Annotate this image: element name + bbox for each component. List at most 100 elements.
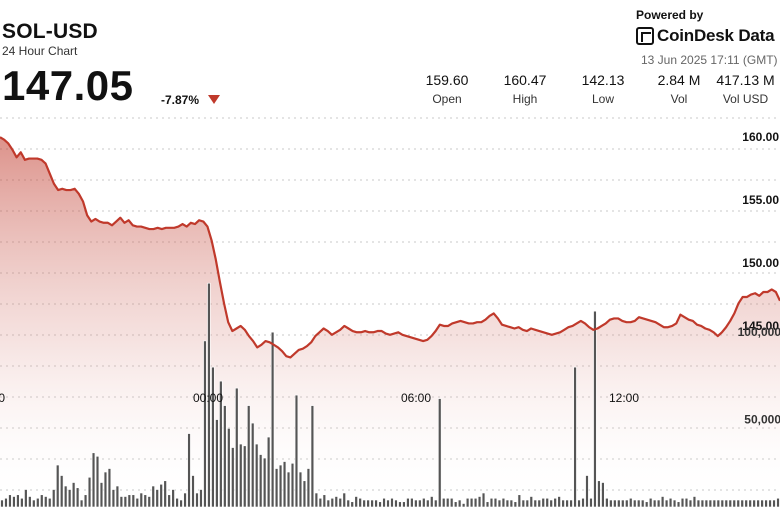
brand-name: CoinDesk Data	[657, 26, 775, 45]
volume-bar	[398, 501, 402, 507]
volume-bar	[0, 499, 4, 507]
volume-bar	[342, 492, 346, 507]
volume-bar	[481, 492, 486, 507]
volume-bar	[601, 482, 605, 507]
volume-bar	[668, 497, 673, 507]
volume-bar	[231, 447, 235, 507]
x-tick-label: 18:00	[0, 391, 5, 405]
volume-bar	[254, 443, 259, 507]
volume-bar	[159, 483, 163, 507]
volume-bar	[251, 422, 255, 507]
volume-bar	[20, 497, 24, 507]
stat-open-value: 159.60	[425, 72, 469, 88]
volume-bar	[95, 455, 100, 507]
volume-bar	[358, 497, 362, 507]
volume-bar	[497, 499, 502, 507]
x-tick-label: 06:00	[401, 391, 431, 405]
volume-bar	[541, 497, 545, 507]
volume-bar	[223, 405, 227, 507]
volume-bar	[203, 340, 207, 507]
volume-bar	[664, 499, 669, 507]
volume-bar	[485, 501, 490, 507]
volume-bar	[613, 499, 617, 507]
volume-bar	[71, 482, 76, 507]
volume-bar	[195, 492, 199, 507]
volume-bar	[155, 489, 159, 507]
volume-bar	[286, 471, 291, 507]
volume-bar	[637, 499, 641, 507]
volume-bar	[314, 492, 319, 507]
volume-bar	[736, 499, 740, 507]
volume-bar	[660, 496, 665, 507]
volume-bar	[644, 501, 649, 507]
volume-bar	[537, 499, 541, 507]
stat-low-label: Low	[591, 92, 614, 106]
volume-bar	[36, 497, 40, 507]
volume-bar	[489, 497, 494, 507]
volume-bar	[278, 464, 283, 507]
volume-bar	[426, 499, 430, 507]
volume-bar	[609, 499, 613, 507]
volume-bar	[338, 497, 342, 507]
volume-bar	[517, 494, 522, 507]
volume-bar	[529, 496, 533, 507]
volume-bar	[577, 499, 581, 507]
volume-bar	[434, 499, 438, 507]
volume-bar	[688, 499, 693, 507]
price-chart[interactable]: 160.00 155.00 150.00 145.00 18:00 00:00 06:00…	[0, 112, 780, 507]
volume-bar	[40, 494, 44, 507]
volume-bar	[382, 497, 386, 507]
price-line	[0, 136, 780, 359]
volume-bar	[28, 496, 32, 507]
volume-bar	[211, 366, 215, 507]
volume-bar	[414, 499, 418, 507]
volume-bar	[453, 501, 458, 507]
volume-bars	[0, 282, 780, 507]
stat-vol-value: 2.84 M	[657, 72, 701, 88]
volume-bar	[533, 499, 537, 507]
volume-bar	[235, 387, 239, 507]
volume-bar	[557, 496, 561, 507]
volume-bar	[406, 497, 410, 507]
volume-bar	[457, 499, 462, 507]
volume-bar	[684, 497, 689, 507]
chart-subtitle: 24 Hour Chart	[2, 44, 78, 58]
volume-bar	[115, 485, 120, 507]
volume-bar	[83, 494, 88, 507]
volume-bar	[390, 497, 394, 507]
volume-bar	[676, 501, 681, 507]
volume-bar	[656, 499, 661, 507]
volume-bar	[509, 499, 514, 507]
volume-bar	[764, 499, 768, 507]
volume-bar	[199, 489, 203, 507]
volume-bar	[366, 499, 370, 507]
volume-bar	[370, 499, 374, 507]
volume-bar	[446, 497, 450, 507]
volume-bar	[59, 475, 64, 507]
volume-bar	[756, 499, 760, 507]
volume-bar	[119, 496, 124, 507]
x-axis: 18:00 00:00 06:00 12:00	[0, 391, 639, 405]
volume-bar	[56, 464, 60, 507]
volume-bar	[131, 494, 136, 507]
volume-bar	[111, 489, 116, 507]
volume-bar	[262, 457, 267, 507]
y-axis: 160.00 155.00 150.00 145.00	[742, 130, 779, 333]
volume-bar	[581, 497, 585, 507]
volume-bar	[99, 482, 104, 507]
volume-bar	[585, 475, 589, 507]
volume-bar	[692, 496, 697, 507]
symbol-title: SOL-USD	[2, 20, 98, 43]
volume-bar	[465, 497, 470, 507]
volume-bar	[422, 497, 426, 507]
volume-bar	[63, 485, 68, 507]
volume-bar	[290, 462, 295, 507]
volume-bar	[298, 471, 303, 507]
volume-bar	[589, 497, 593, 507]
volume-tick-label: 100,000	[738, 325, 780, 339]
volume-bar	[553, 497, 557, 507]
volume-bar	[330, 497, 334, 507]
brand-logo[interactable]: CoinDesk Data	[636, 26, 775, 46]
volume-bar	[573, 366, 577, 507]
volume-bar	[8, 494, 12, 507]
